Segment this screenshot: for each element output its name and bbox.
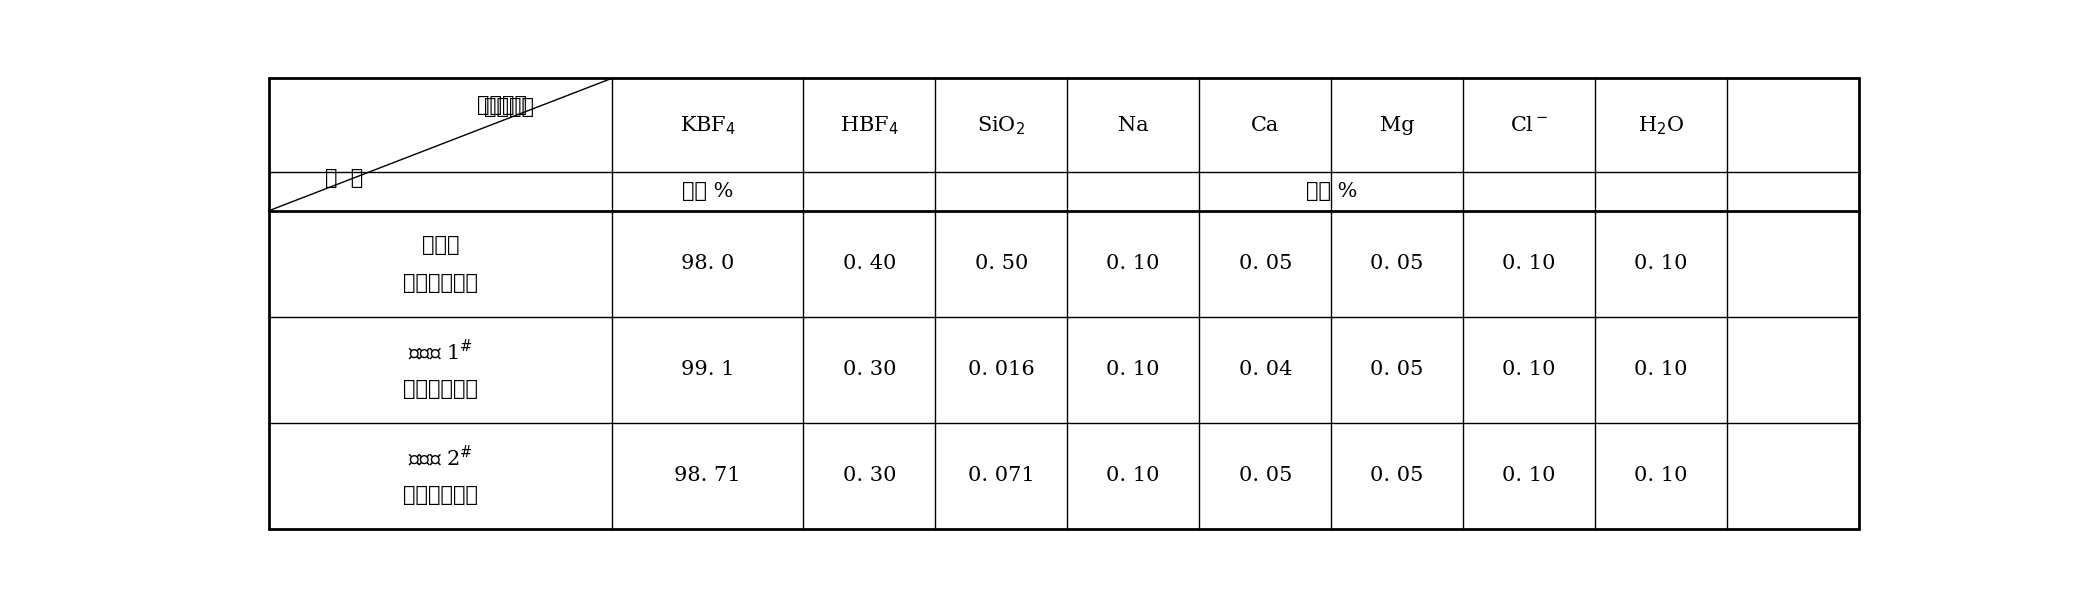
Text: 0. 10: 0. 10 — [1634, 254, 1688, 273]
Text: 氟碐酸锂质量: 氟碐酸锂质量 — [403, 485, 477, 505]
Text: 0. 40: 0. 40 — [843, 254, 897, 273]
Text: 0. 10: 0. 10 — [1503, 254, 1555, 273]
Text: 0. 04: 0. 04 — [1239, 360, 1291, 379]
Text: 0. 10: 0. 10 — [1634, 466, 1688, 485]
Text: 0. 05: 0. 05 — [1370, 360, 1424, 379]
Text: 0. 10: 0. 10 — [1107, 360, 1160, 379]
Text: 0. 30: 0. 30 — [843, 466, 897, 485]
Text: 98. 71: 98. 71 — [675, 466, 741, 485]
Text: SiO$_2$: SiO$_2$ — [978, 114, 1026, 136]
Text: 化学指标: 化学指标 — [477, 95, 527, 115]
Text: 0. 071: 0. 071 — [967, 466, 1034, 485]
Text: H$_2$O: H$_2$O — [1638, 114, 1684, 136]
Text: 0. 10: 0. 10 — [1503, 360, 1555, 379]
Text: 0. 05: 0. 05 — [1239, 254, 1291, 273]
Text: ≦， %: ≦， % — [1306, 182, 1358, 201]
Text: KBF$_4$: KBF$_4$ — [679, 114, 735, 136]
Text: Na: Na — [1117, 116, 1148, 135]
Text: 0. 10: 0. 10 — [1634, 360, 1688, 379]
Text: 98. 0: 98. 0 — [681, 254, 735, 273]
Text: 0. 016: 0. 016 — [967, 360, 1034, 379]
Text: 0. 10: 0. 10 — [1503, 466, 1555, 485]
Text: 0. 05: 0. 05 — [1370, 254, 1424, 273]
Text: 氟碐酸锂质量: 氟碐酸锂质量 — [403, 379, 477, 399]
Text: Ca: Ca — [1252, 116, 1279, 135]
Text: 本工艺 1$^\#$: 本工艺 1$^\#$ — [407, 338, 473, 363]
Text: 本工艺 2$^\#$: 本工艺 2$^\#$ — [407, 444, 473, 469]
Text: 99. 1: 99. 1 — [681, 360, 735, 379]
Text: 0. 10: 0. 10 — [1107, 466, 1160, 485]
Text: ≧， %: ≧， % — [681, 182, 733, 201]
Text: 传统法: 传统法 — [421, 234, 459, 255]
Text: 氟碐酸锂质量: 氟碐酸锂质量 — [403, 273, 477, 293]
Text: 0. 50: 0. 50 — [974, 254, 1028, 273]
Text: Mg: Mg — [1381, 116, 1414, 135]
Text: 0. 05: 0. 05 — [1370, 466, 1424, 485]
Text: 0. 10: 0. 10 — [1107, 254, 1160, 273]
Text: Cl$^-$: Cl$^-$ — [1509, 116, 1549, 135]
Text: 等  级: 等 级 — [326, 168, 363, 188]
Text: HBF$_4$: HBF$_4$ — [841, 114, 899, 136]
Text: 0. 30: 0. 30 — [843, 360, 897, 379]
Text: 0. 05: 0. 05 — [1239, 466, 1291, 485]
Text: 化学指标: 化学指标 — [484, 97, 534, 117]
